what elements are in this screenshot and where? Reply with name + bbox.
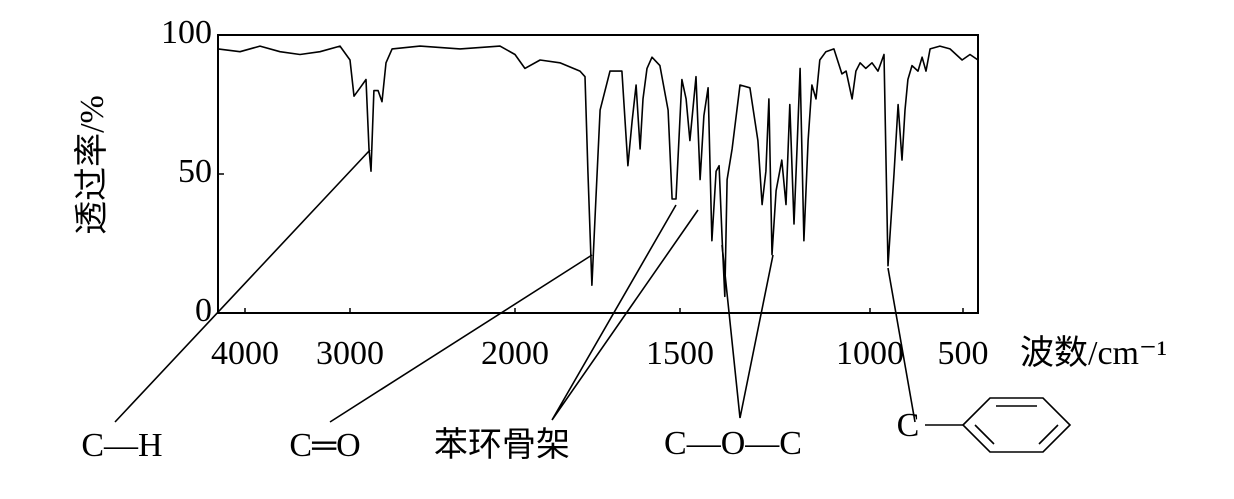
x-tick-label: 3000: [316, 335, 384, 372]
x-tick-label: 1000: [836, 335, 904, 372]
plot-frame: [217, 34, 979, 314]
leader-line: [329, 254, 593, 423]
annotation: C: [897, 407, 920, 444]
x-tick-label: 2000: [481, 335, 549, 372]
x-tick-label: 1500: [646, 335, 714, 372]
leader-lines: [114, 149, 916, 423]
y-axis-label: 透过率/%: [73, 95, 111, 235]
annotation: 苯环骨架: [434, 426, 570, 464]
annotation: C—O—C: [664, 425, 802, 462]
x-tick-label: 4000: [211, 335, 279, 372]
spectrum-line: [217, 45, 979, 298]
x-tick-label: 500: [938, 335, 989, 372]
x-axis-label: 波数/cm⁻¹: [1020, 334, 1167, 372]
leader-line: [721, 244, 774, 419]
y-tick-label: 0: [195, 292, 212, 329]
double-bonds: [974, 405, 1059, 445]
leader-line: [551, 204, 699, 421]
annotation: C═O: [289, 427, 360, 464]
benzene-ring: [925, 397, 1072, 453]
leader-line: [887, 267, 916, 423]
y-tick-label: 50: [178, 153, 212, 190]
leader-line: [114, 149, 371, 423]
y-tick-label: 100: [161, 14, 212, 51]
ring: [961, 397, 1072, 453]
annotation: C—H: [81, 427, 162, 464]
